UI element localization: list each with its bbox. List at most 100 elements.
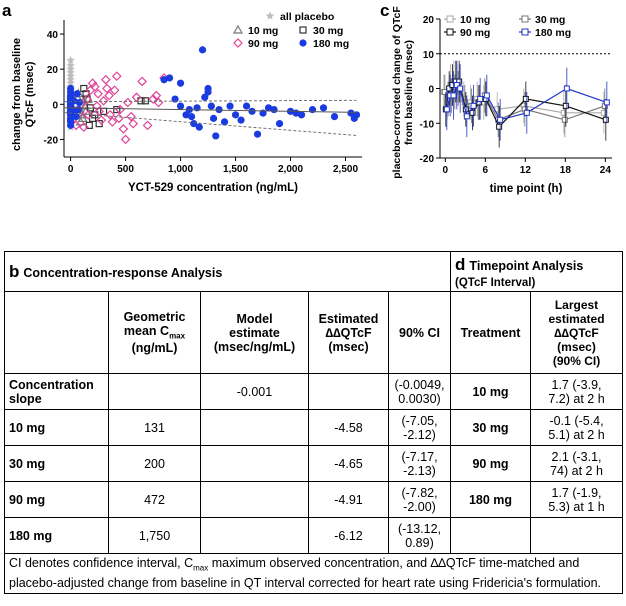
panel-d-header: d Timepoint Analysis (QTcF Interval) [450,251,624,292]
data-point [523,109,530,116]
data-point [209,114,218,122]
x-tick-label: 6 [483,165,489,176]
d-value-180: 1.7 (-1.9, 5.3) at 1 h [530,481,624,518]
panel-b-letter: b [9,261,20,281]
data-point [603,99,610,106]
table-row: Concentration slope -0.001 (-0.0049, 0.003… [4,373,624,410]
x-tick-label: 2,000 [278,164,303,175]
data-point [443,106,450,113]
header-largest-estimated: Largest estimated ∆∆QTcF (msec) (90% CI) [530,291,624,374]
panel-c-letter: c [380,1,389,20]
gm-cmax-value: 472 [108,481,201,518]
data-point [237,116,245,124]
data-point [80,84,88,93]
data-point [242,102,251,110]
data-point [66,55,75,64]
data-point [204,84,212,93]
gm-cmax-value: 1,750 [108,517,201,554]
ci-upper-line [63,99,357,103]
y-axis-title-line: from baseline (msec) [403,40,415,145]
data-point [275,120,284,128]
legend-label: 90 mg [460,27,490,39]
data-point [319,104,328,112]
d-value-90: 2.1 (-3.1, 74) at 2 h [530,445,624,482]
x-tick-label: 0 [68,164,74,175]
data-point [141,97,149,105]
data-point [104,90,114,101]
table-row: 90 mg 472 -4.91 (-7.82, -2.00) 180 mg 1.7… [4,481,624,518]
data-point [330,113,339,121]
data-point [165,74,174,82]
data-point [602,116,609,123]
data-point [463,113,470,120]
table-row: 10 mg 131 -4.58 (-7.05, -2.12) 30 mg -0.1… [4,409,624,446]
data-point [66,121,75,129]
data-point [109,85,120,96]
row-label-30mg: 30 mg [4,445,109,482]
estimated-value: -6.12 [308,517,389,554]
legend-marker [446,28,454,36]
slope-model-estimate: -0.001 [200,373,309,410]
x-tick-label: 1,500 [223,164,248,175]
y-axis-title-line: placebo-corrected change of QTcF [391,6,403,179]
data-point [496,123,503,130]
x-tick-label: 1,000 [168,164,193,175]
panel-a-letter: a [2,1,12,20]
header-estimated-ddqtcf: Estimated ∆∆QTcF (msec) [308,291,389,374]
y-tick-label: 20 [47,65,59,76]
data-point [151,90,162,101]
data-point [600,109,607,116]
data-point [148,94,158,104]
d-value-10: 1.7 (-3.9, 7.2) at 2 h [530,373,624,410]
data-point [201,93,209,101]
ci-value: (-7.17, -2.13) [387,445,452,482]
data-point [70,97,78,105]
x-axis-title: YCT-529 concentration (ng/mL) [128,182,298,194]
data-point [560,109,567,116]
d-treatment-90: 90 mg [450,445,532,482]
row-label-180mg: 180 mg [4,517,109,554]
line-chart-c: -20 -10 0 10 20 0 6 12 18 24 time point (h) placebo… [391,6,612,195]
data-point [297,111,306,119]
data-point [126,111,136,122]
data-point [248,107,256,115]
data-point [561,116,568,123]
data-point [111,71,122,82]
legend-label: 30 mg [535,14,565,26]
ci-value: (-13.12, 0.89) [387,517,452,554]
y-axis-title: placebo-corrected change of QTcFfrom bas… [391,6,415,179]
results-table: b Concentration-response Analysis d Timepo… [3,251,624,594]
x-tick-label: 12 [520,165,532,176]
x-tick-label: 2,500 [333,164,358,175]
data-point [198,46,207,54]
data-point [74,105,82,114]
data-point [352,111,361,119]
data-point [182,111,190,119]
scatter-chart-a: -20 0 20 40 0 500 1,000 1,500 2,000 2,500 YCT-529 … [11,11,362,194]
data-point [195,123,203,131]
data-point [83,95,91,103]
data-point [128,118,139,129]
data-point [190,120,198,128]
row-label-slope: Concentration slope [4,373,109,410]
data-point [105,109,116,120]
data-point [215,105,223,114]
panel-d-title: Timepoint Analysis [469,258,584,273]
data-point [470,102,477,109]
figure-panels: a c -20 0 20 40 0 500 1,000 1,500 2,000 2,500 YCT-… [2,1,612,195]
data-point [75,98,83,107]
data-point [220,118,229,126]
estimated-value: -4.58 [308,409,389,446]
data-point [73,90,81,98]
ci-lower-line [63,112,357,136]
data-point [176,102,185,110]
data-point [469,109,476,116]
legend-marker [446,15,454,23]
x-tick-label: 500 [117,164,134,175]
y-tick-label: -20 [420,154,435,165]
header-treatment: Treatment [450,291,532,374]
table-footnote: CI denotes confidence interval, Cmax max… [3,553,624,594]
data-point [562,102,569,109]
legend-marker [521,15,529,23]
y-tick-label: 10 [423,50,435,61]
